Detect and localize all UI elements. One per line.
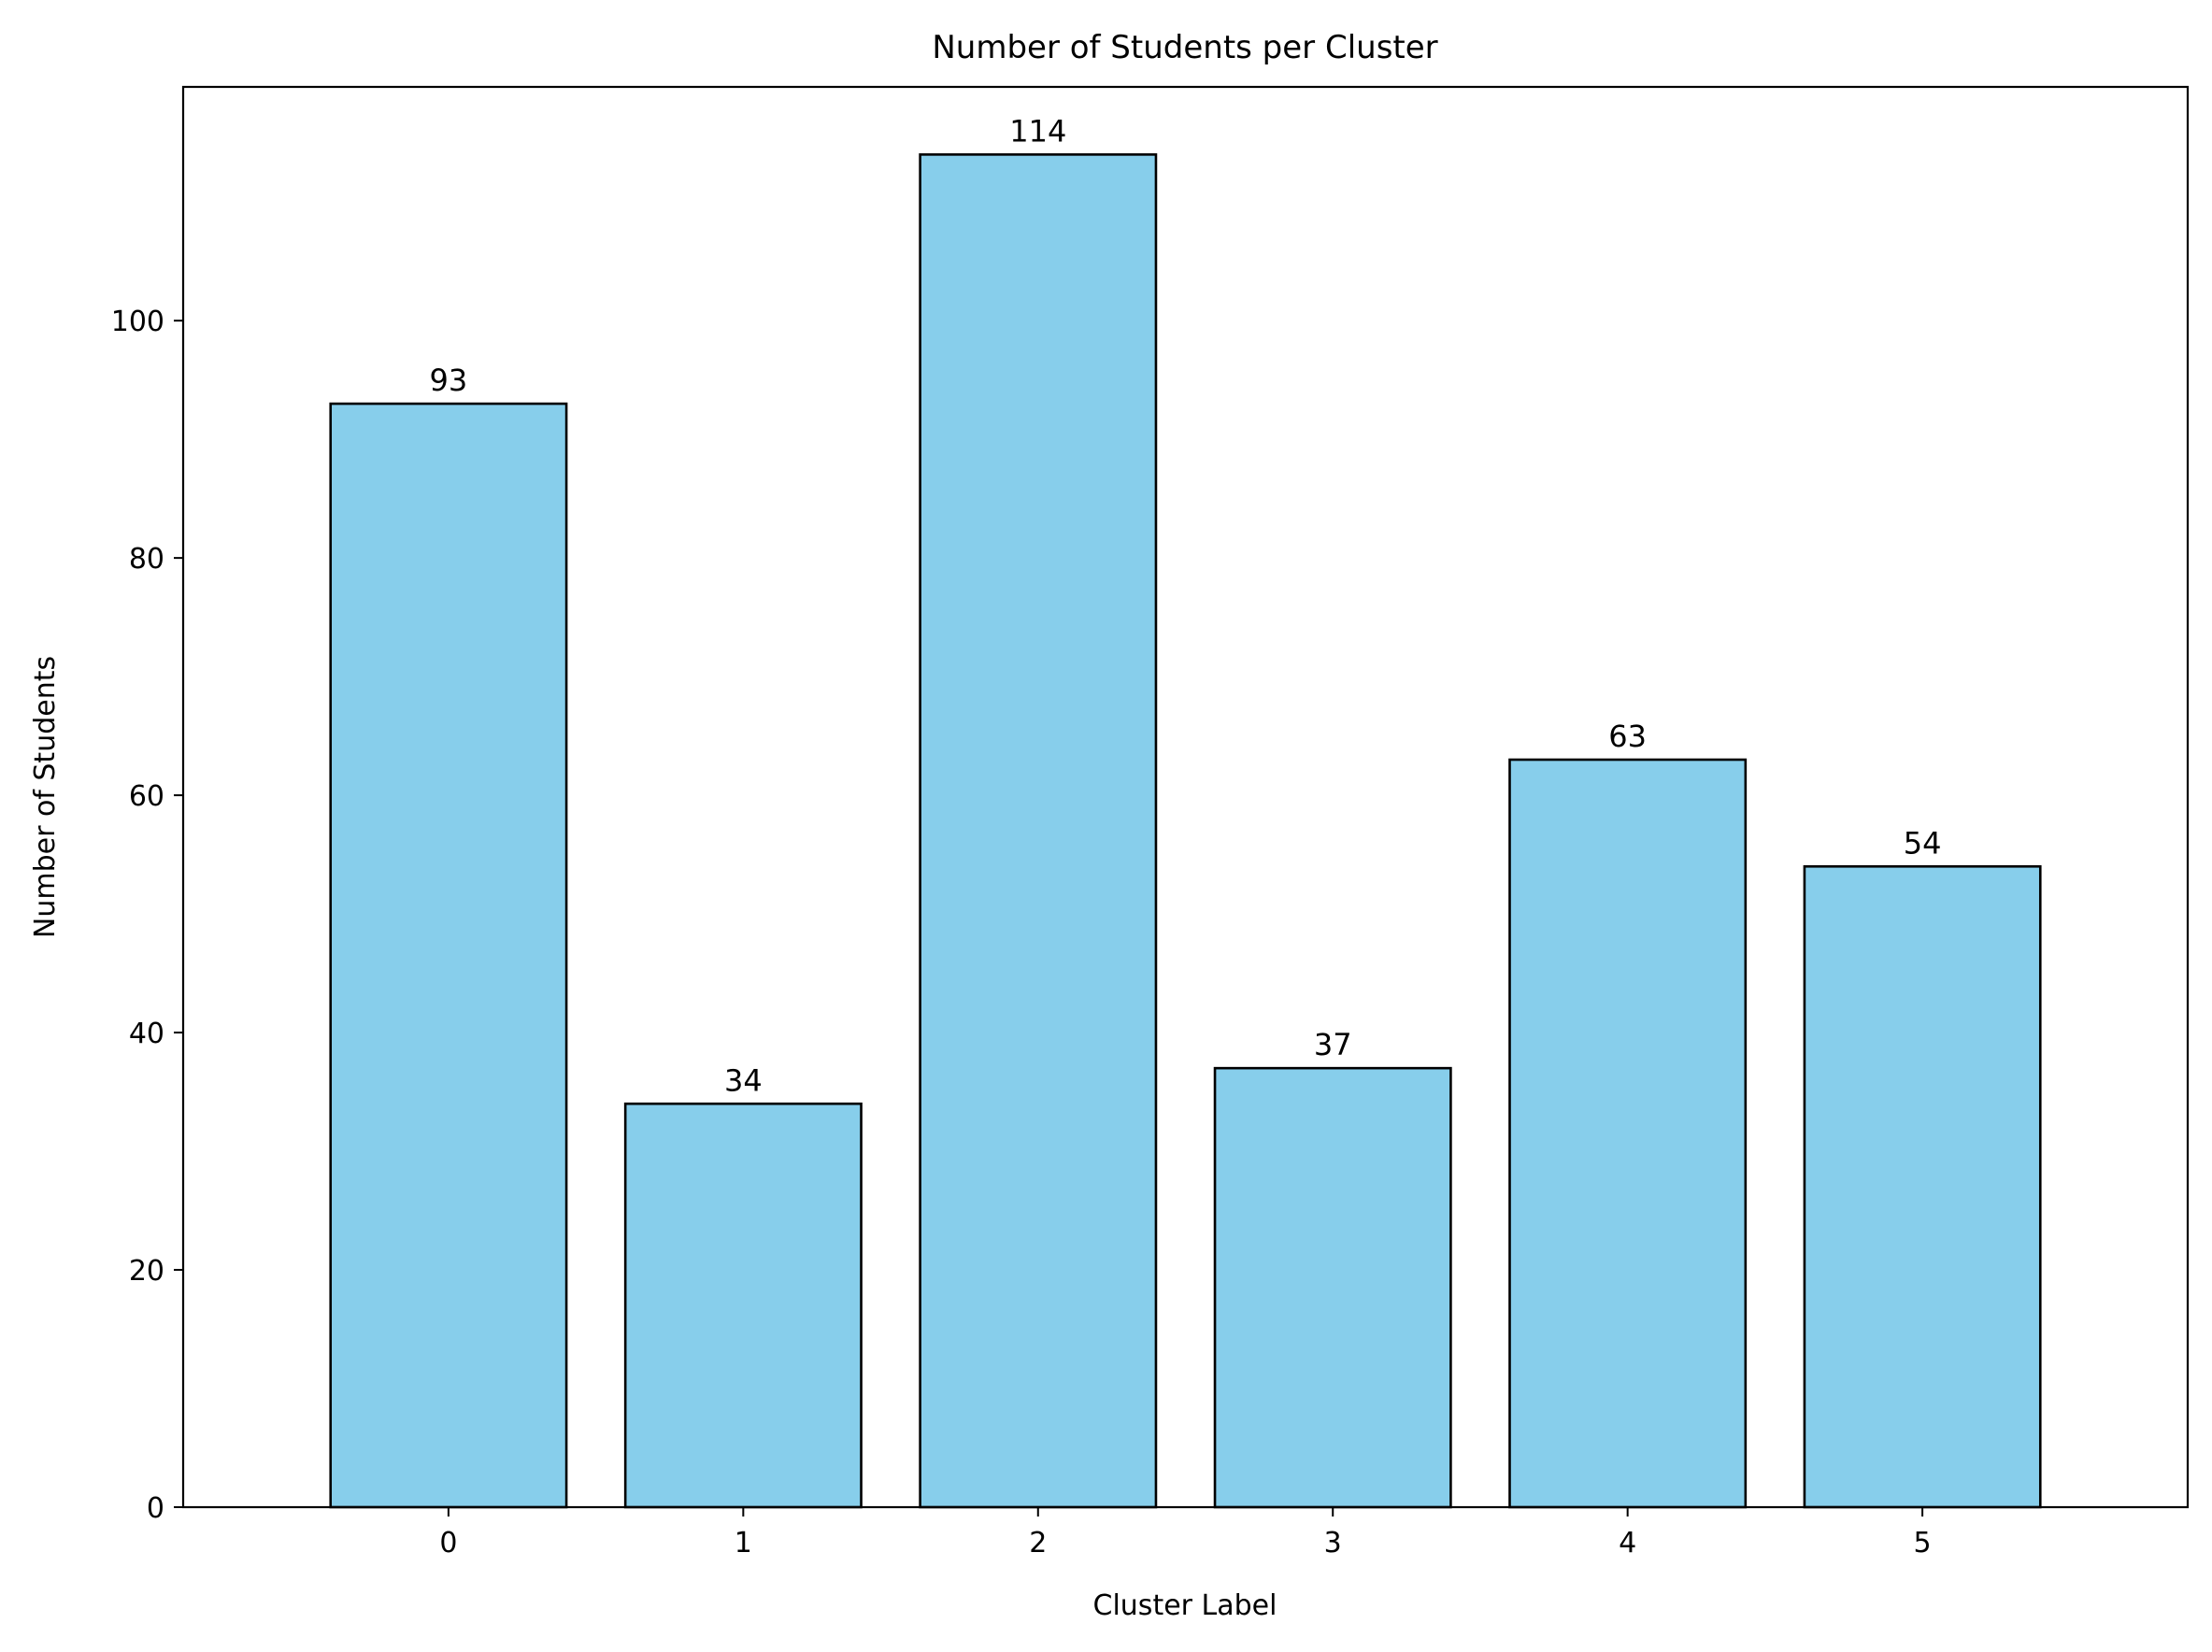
x-axis-label: Cluster Label xyxy=(1093,1589,1277,1622)
plot-frame xyxy=(181,85,2190,1509)
x-tick-label-3: 3 xyxy=(1324,1527,1342,1559)
y-tick-label-20: 20 xyxy=(129,1255,164,1288)
bar-0 xyxy=(329,402,568,1509)
x-tick-label-4: 4 xyxy=(1619,1527,1636,1559)
bar-1 xyxy=(623,1102,863,1509)
y-tick-label-0: 0 xyxy=(147,1492,164,1525)
y-tick-label-60: 60 xyxy=(129,780,164,813)
x-tick-label-5: 5 xyxy=(1914,1527,1932,1559)
x-tick-label-1: 1 xyxy=(735,1527,752,1559)
bars-group xyxy=(329,153,2042,1509)
chart-title: Number of Students per Cluster xyxy=(932,29,1437,66)
data-label-3: 37 xyxy=(1314,1027,1352,1062)
x-tick-label-0: 0 xyxy=(439,1527,457,1559)
y-axis: 0 20 40 60 80 100 xyxy=(111,306,183,1525)
data-label-4: 63 xyxy=(1608,719,1647,754)
data-label-1: 34 xyxy=(724,1062,763,1098)
y-axis-label: Number of Students xyxy=(29,656,62,938)
data-label-5: 54 xyxy=(1904,825,1942,861)
x-axis: 0 1 2 3 4 5 xyxy=(439,1507,1932,1559)
bar-5 xyxy=(1803,864,2042,1509)
y-tick-label-40: 40 xyxy=(129,1018,164,1050)
bar-4 xyxy=(1508,758,1748,1509)
bar-3 xyxy=(1213,1066,1452,1509)
y-tick-label-80: 80 xyxy=(129,543,164,576)
data-label-2: 114 xyxy=(1009,113,1066,149)
y-tick-label-100: 100 xyxy=(111,306,164,338)
bar-2 xyxy=(919,153,1158,1509)
data-label-0: 93 xyxy=(430,363,468,398)
x-tick-label-2: 2 xyxy=(1029,1527,1047,1559)
data-labels-group: 93 34 114 37 63 54 xyxy=(430,113,1942,1098)
